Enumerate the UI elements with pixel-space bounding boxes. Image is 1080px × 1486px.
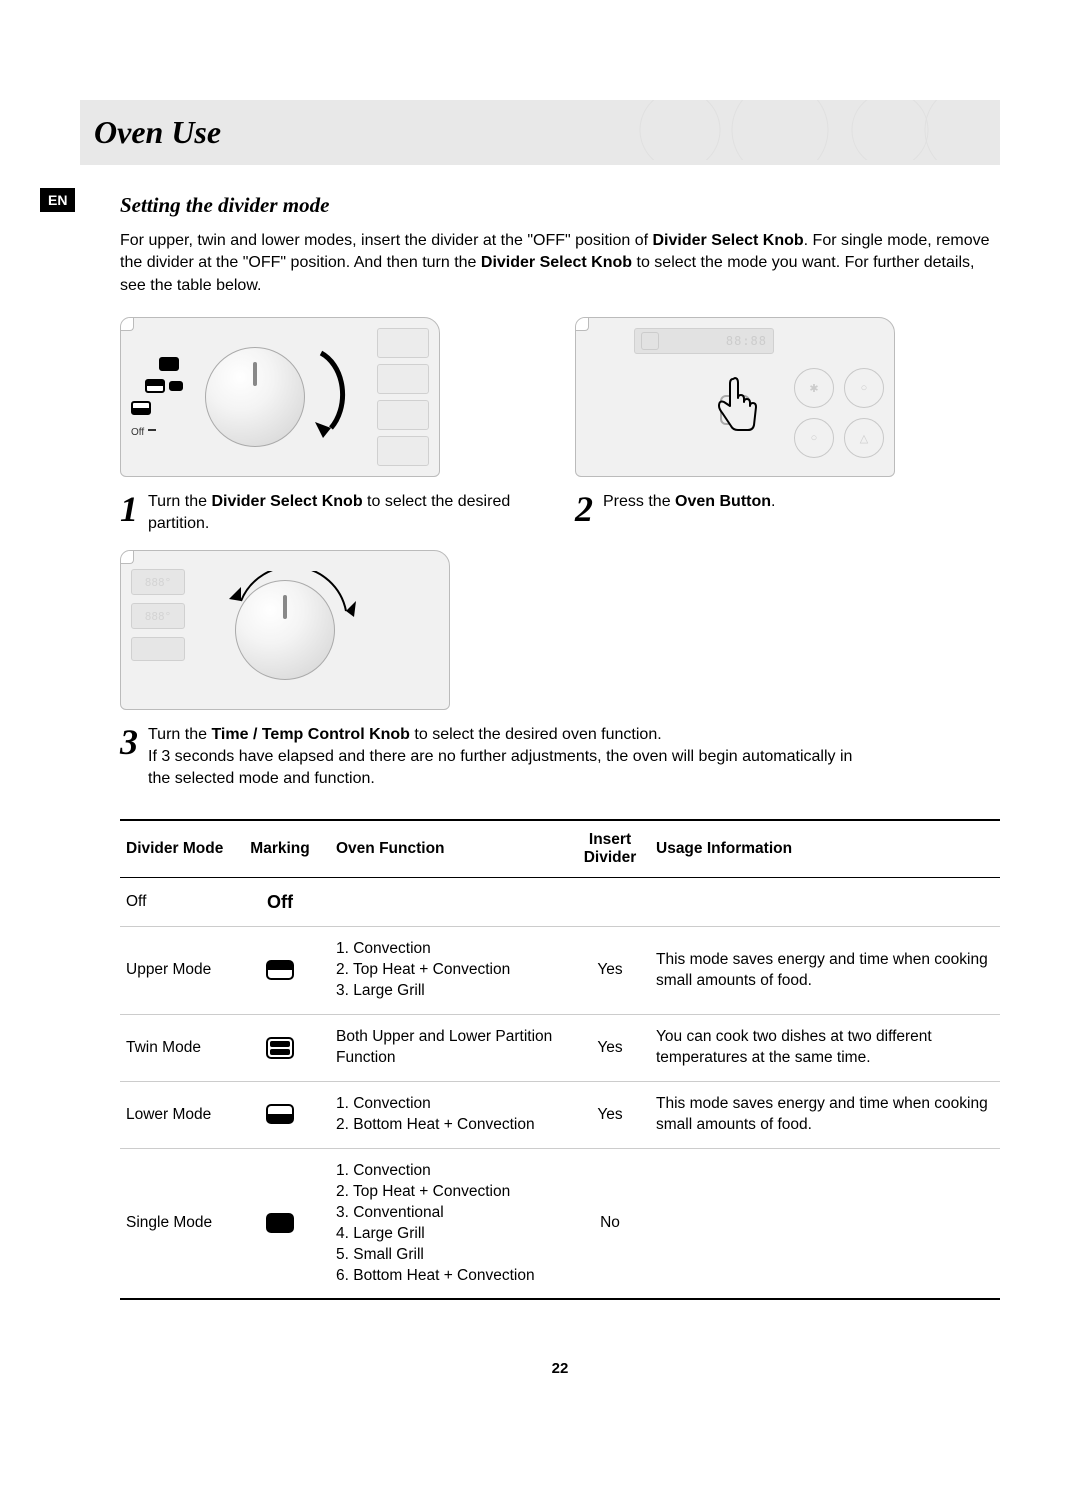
cell-mode: Twin Mode bbox=[120, 1015, 230, 1082]
cell-marking: Off bbox=[230, 878, 330, 927]
cell-usage: This mode saves energy and time when coo… bbox=[650, 1082, 1000, 1149]
th-usage: Usage Information bbox=[650, 820, 1000, 878]
temp-display-icon: 888° 888° bbox=[131, 569, 185, 661]
cell-insert: Yes bbox=[570, 927, 650, 1015]
cell-usage: This mode saves energy and time when coo… bbox=[650, 927, 1000, 1015]
cell-marking bbox=[230, 1015, 330, 1082]
cell-mode: Upper Mode bbox=[120, 927, 230, 1015]
diagram-time-temp-knob: 888° 888° bbox=[120, 550, 450, 710]
page: Oven Use EN Setting the divider mode For… bbox=[0, 0, 1080, 1417]
step-3-number: 3 bbox=[120, 724, 138, 760]
header-decoration bbox=[600, 100, 1000, 160]
cell-mode: Lower Mode bbox=[120, 1082, 230, 1149]
page-number: 22 bbox=[120, 1360, 1000, 1377]
diagram-oven-button: 88:88 ✱○ ○△ bbox=[575, 317, 895, 477]
knob-indicator-icons: Off bbox=[131, 318, 191, 476]
cell-usage: You can cook two dishes at two different… bbox=[650, 1015, 1000, 1082]
table-row: Single Mode 1. Convection2. Top Heat + Co… bbox=[120, 1148, 1000, 1299]
step-1-text: Turn the Divider Select Knob to select t… bbox=[148, 491, 545, 534]
th-insert: Insert Divider bbox=[570, 820, 650, 878]
language-badge: EN bbox=[40, 188, 75, 212]
hand-pointer-icon bbox=[705, 371, 765, 446]
marking-icon-lower bbox=[266, 1104, 294, 1124]
th-function: Oven Function bbox=[330, 820, 570, 878]
table-row: OffOff bbox=[120, 878, 1000, 927]
cell-marking bbox=[230, 1148, 330, 1299]
step-1: Off 1 Turn the Divider Select Knob to se… bbox=[120, 317, 545, 534]
diagram-knob-select: Off bbox=[120, 317, 440, 477]
step-3-text: Turn the Time / Temp Control Knob to sel… bbox=[148, 724, 860, 789]
time-temp-knob-icon bbox=[235, 580, 335, 680]
intro-paragraph: For upper, twin and lower modes, insert … bbox=[120, 230, 1000, 297]
cell-function: 1. Convection2. Bottom Heat + Convection bbox=[330, 1082, 570, 1149]
table-row: Lower Mode 1. Convection2. Bottom Heat + … bbox=[120, 1082, 1000, 1149]
cell-function: 1. Convection2. Top Heat + Convection3. … bbox=[330, 1148, 570, 1299]
cell-mode: Off bbox=[120, 878, 230, 927]
cell-function: Both Upper and Lower Partition Function bbox=[330, 1015, 570, 1082]
table-row: Twin Mode Both Upper and Lower Partition … bbox=[120, 1015, 1000, 1082]
step-2-caption: 2 Press the Oven Button. bbox=[575, 491, 1000, 527]
step-2-number: 2 bbox=[575, 491, 593, 527]
step-3: 888° 888° 3 Turn the Time / Temp Control… bbox=[120, 550, 1000, 789]
section-title: Setting the divider mode bbox=[120, 193, 1000, 218]
page-header: Oven Use bbox=[80, 100, 1000, 165]
table-row: Upper Mode 1. Convection2. Top Heat + Con… bbox=[120, 927, 1000, 1015]
cell-function bbox=[330, 878, 570, 927]
th-marking: Marking bbox=[230, 820, 330, 878]
steps-row-1: Off 1 Turn the Divider Select Knob to se… bbox=[120, 317, 1000, 534]
step-1-caption: 1 Turn the Divider Select Knob to select… bbox=[120, 491, 545, 534]
content-body: For upper, twin and lower modes, insert … bbox=[120, 230, 1000, 1377]
cell-function: 1. Convection2. Top Heat + Convection3. … bbox=[330, 927, 570, 1015]
temp-seg-a: 888° bbox=[131, 569, 185, 595]
off-indicator-label: Off bbox=[131, 427, 144, 438]
cell-insert: Yes bbox=[570, 1015, 650, 1082]
cell-usage bbox=[650, 1148, 1000, 1299]
divider-select-knob-icon bbox=[205, 347, 305, 447]
cell-marking bbox=[230, 1082, 330, 1149]
digital-readout: 88:88 bbox=[726, 334, 767, 348]
marking-icon-twin bbox=[266, 1037, 294, 1059]
side-panel-icons bbox=[377, 328, 429, 466]
divider-mode-table: Divider Mode Marking Oven Function Inser… bbox=[120, 819, 1000, 1300]
page-title: Oven Use bbox=[94, 114, 221, 150]
step-2: 88:88 ✱○ ○△ 2 Press the Oven Bu bbox=[575, 317, 1000, 534]
rotate-arrow-icon bbox=[291, 338, 361, 438]
step-3-caption: 3 Turn the Time / Temp Control Knob to s… bbox=[120, 724, 860, 789]
marking-icon-upper bbox=[266, 960, 294, 980]
control-circles-icon: ✱○ ○△ bbox=[794, 368, 884, 458]
cell-mode: Single Mode bbox=[120, 1148, 230, 1299]
display-panel-icon: 88:88 bbox=[634, 328, 774, 354]
cell-insert bbox=[570, 878, 650, 927]
cell-marking bbox=[230, 927, 330, 1015]
cell-insert: Yes bbox=[570, 1082, 650, 1149]
temp-seg-b: 888° bbox=[131, 603, 185, 629]
cell-insert: No bbox=[570, 1148, 650, 1299]
marking-icon-solid bbox=[266, 1213, 294, 1233]
step-2-text: Press the Oven Button. bbox=[603, 491, 775, 513]
th-mode: Divider Mode bbox=[120, 820, 230, 878]
step-1-number: 1 bbox=[120, 491, 138, 527]
table-header-row: Divider Mode Marking Oven Function Inser… bbox=[120, 820, 1000, 878]
cell-usage bbox=[650, 878, 1000, 927]
